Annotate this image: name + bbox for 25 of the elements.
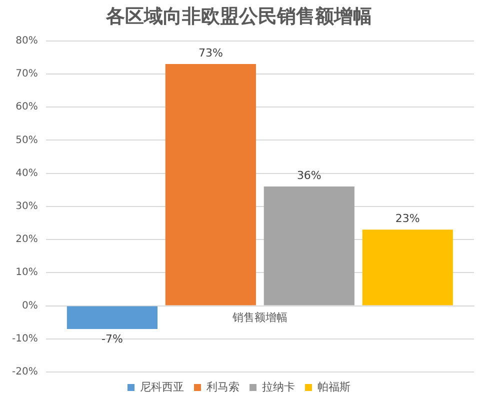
data-label: -7%	[101, 332, 123, 346]
bar	[264, 186, 354, 306]
y-tick-label: 10%	[16, 267, 38, 278]
legend-label: 利马索	[206, 380, 240, 394]
bar	[165, 64, 256, 306]
data-label: 23%	[395, 212, 420, 225]
y-tick-label: 0%	[22, 300, 38, 312]
legend-label: 尼科西亚	[140, 380, 184, 394]
x-tick-label: 销售额增幅	[231, 311, 288, 324]
legend-label: 帕福斯	[318, 380, 350, 394]
chart-title: 各区域向非欧盟公民销售额增幅	[105, 5, 372, 28]
y-tick-label: -20%	[12, 366, 38, 378]
y-tick-label: -10%	[12, 333, 38, 344]
data-label: 73%	[198, 46, 223, 60]
y-tick-label: 80%	[16, 35, 38, 46]
bar	[66, 306, 158, 329]
bar	[362, 230, 453, 306]
y-tick-label: 50%	[16, 134, 38, 146]
legend-label: 拉纳卡	[262, 380, 295, 394]
data-label: 36%	[296, 168, 322, 182]
y-tick-label: 70%	[16, 68, 38, 80]
y-tick-label: 30%	[16, 200, 38, 212]
y-tick-label: 60%	[16, 102, 38, 113]
y-tick-label: 40%	[16, 168, 38, 179]
y-tick-label: 20%	[16, 234, 38, 246]
